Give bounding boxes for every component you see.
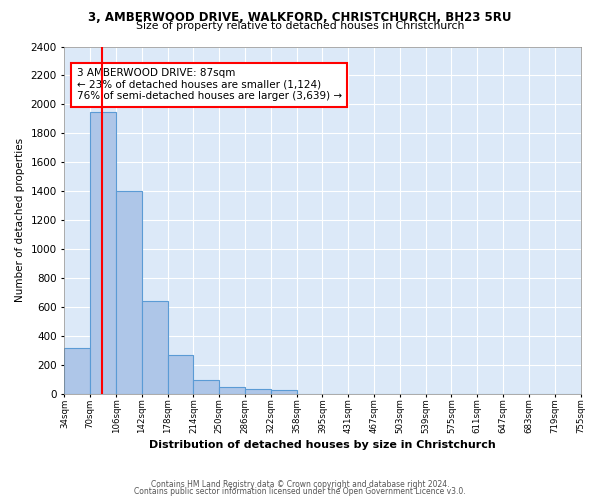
- Text: Size of property relative to detached houses in Christchurch: Size of property relative to detached ho…: [136, 21, 464, 31]
- Bar: [64, 348, 90, 394]
- Text: Contains HM Land Registry data © Crown copyright and database right 2024.: Contains HM Land Registry data © Crown c…: [151, 480, 449, 489]
- X-axis label: Distribution of detached houses by size in Christchurch: Distribution of detached houses by size …: [149, 440, 496, 450]
- Bar: [167, 355, 193, 394]
- Bar: [116, 192, 142, 394]
- Bar: [193, 380, 219, 394]
- Bar: [245, 388, 271, 394]
- Text: Contains public sector information licensed under the Open Government Licence v3: Contains public sector information licen…: [134, 487, 466, 496]
- Bar: [142, 300, 167, 394]
- Text: 3, AMBERWOOD DRIVE, WALKFORD, CHRISTCHURCH, BH23 5RU: 3, AMBERWOOD DRIVE, WALKFORD, CHRISTCHUR…: [88, 11, 512, 24]
- Bar: [219, 387, 245, 394]
- Text: 3 AMBERWOOD DRIVE: 87sqm
← 23% of detached houses are smaller (1,124)
76% of sem: 3 AMBERWOOD DRIVE: 87sqm ← 23% of detach…: [77, 68, 341, 102]
- Bar: [271, 390, 296, 394]
- Bar: [90, 112, 116, 394]
- Y-axis label: Number of detached properties: Number of detached properties: [15, 138, 25, 302]
